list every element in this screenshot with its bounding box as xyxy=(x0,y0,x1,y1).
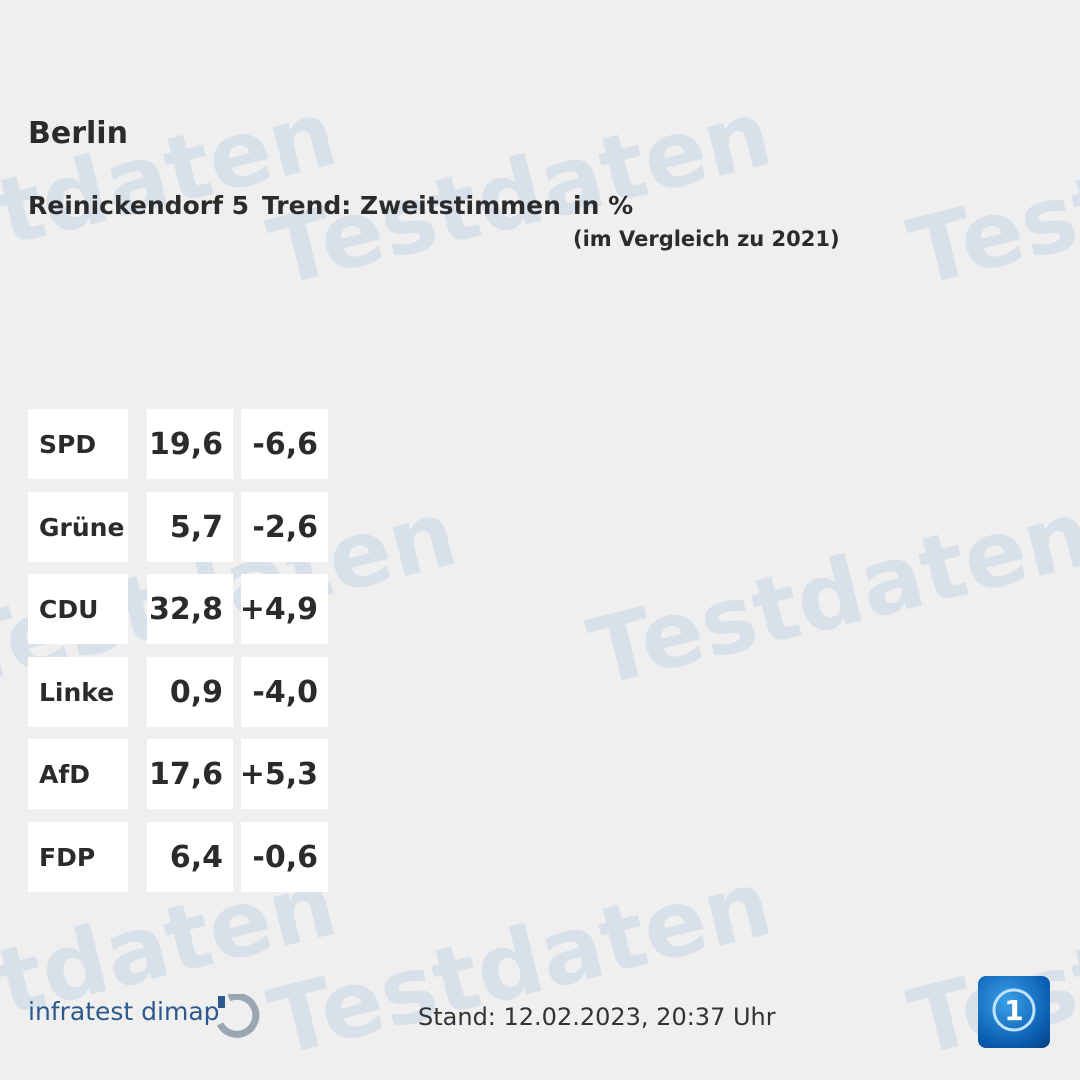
party-label: Linke xyxy=(28,657,128,727)
party-change: +5,3 xyxy=(240,739,328,809)
party-change: +4,9 xyxy=(240,574,328,644)
infratest-mark-icon xyxy=(216,994,260,1038)
region-title: Berlin xyxy=(28,116,128,151)
tv-channel-logo-icon: 1 xyxy=(978,976,1050,1048)
party-label: AfD xyxy=(28,739,128,809)
party-value: 32,8 xyxy=(147,574,233,644)
party-change: -2,6 xyxy=(241,492,328,562)
party-label: Grüne xyxy=(28,492,128,562)
trend-label: Trend: Zweitstimmen xyxy=(262,191,561,220)
svg-text:1: 1 xyxy=(1004,994,1023,1027)
party-label: FDP xyxy=(28,822,128,892)
party-label: SPD xyxy=(28,409,128,479)
party-value: 6,4 xyxy=(147,822,233,892)
party-value: 17,6 xyxy=(147,739,233,809)
party-value: 5,7 xyxy=(147,492,233,562)
party-change: -4,0 xyxy=(241,657,328,727)
party-change: -0,6 xyxy=(241,822,328,892)
party-label: CDU xyxy=(28,574,128,644)
party-value: 0,9 xyxy=(147,657,233,727)
comparison-note: (im Vergleich zu 2021) xyxy=(573,227,840,251)
district-title: Reinickendorf 5 xyxy=(28,191,250,220)
watermark: Testdaten xyxy=(579,479,1080,707)
watermark: Testdaten xyxy=(259,849,782,1077)
party-value: 19,6 xyxy=(147,409,233,479)
unit-label: in % xyxy=(573,191,634,220)
brand-name: infratest dimap xyxy=(28,997,220,1026)
party-change: -6,6 xyxy=(241,409,328,479)
timestamp: Stand: 12.02.2023, 20:37 Uhr xyxy=(418,1003,776,1031)
watermark: Testdaten xyxy=(899,79,1080,307)
